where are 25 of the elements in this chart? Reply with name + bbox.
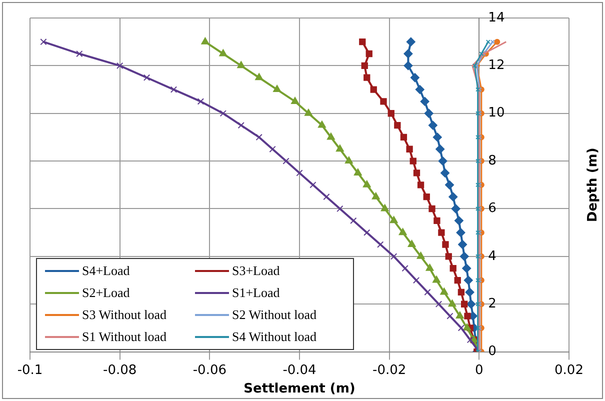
x-tick-label: 0 [475, 362, 484, 378]
y-tick-label: 4 [488, 248, 496, 264]
legend-label: S3 Without load [82, 306, 166, 323]
x-tick-label: -0.04 [282, 362, 316, 378]
x-tick-label: 0.02 [554, 362, 584, 378]
x-axis-title: Settlement (m) [244, 382, 356, 397]
x-tick-label: -0.02 [372, 362, 406, 378]
legend-label: S1 Without load [82, 328, 166, 345]
x-tick-label: -0.1 [17, 362, 43, 378]
legend-label: S2+Load [82, 284, 130, 301]
y-tick-label: 2 [488, 296, 496, 312]
legend-label: S2 Without load [232, 306, 316, 323]
y-tick-label: 12 [488, 58, 505, 74]
legend-label: S4 Without load [232, 328, 316, 345]
x-tick-label: -0.06 [192, 362, 226, 378]
y-tick-label: 0 [488, 344, 496, 360]
x-tick-label: -0.08 [103, 362, 137, 378]
legend-label: S3+Load [232, 262, 280, 279]
legend-label: S1+Load [232, 284, 280, 301]
y-axis-title: Depth (m) [585, 148, 600, 222]
legend-label: S4+Load [82, 262, 130, 279]
y-tick-label: 8 [488, 153, 496, 168]
y-tick-label: 14 [488, 10, 505, 26]
y-tick-label: 6 [488, 201, 496, 216]
y-tick-label: 10 [488, 106, 505, 121]
